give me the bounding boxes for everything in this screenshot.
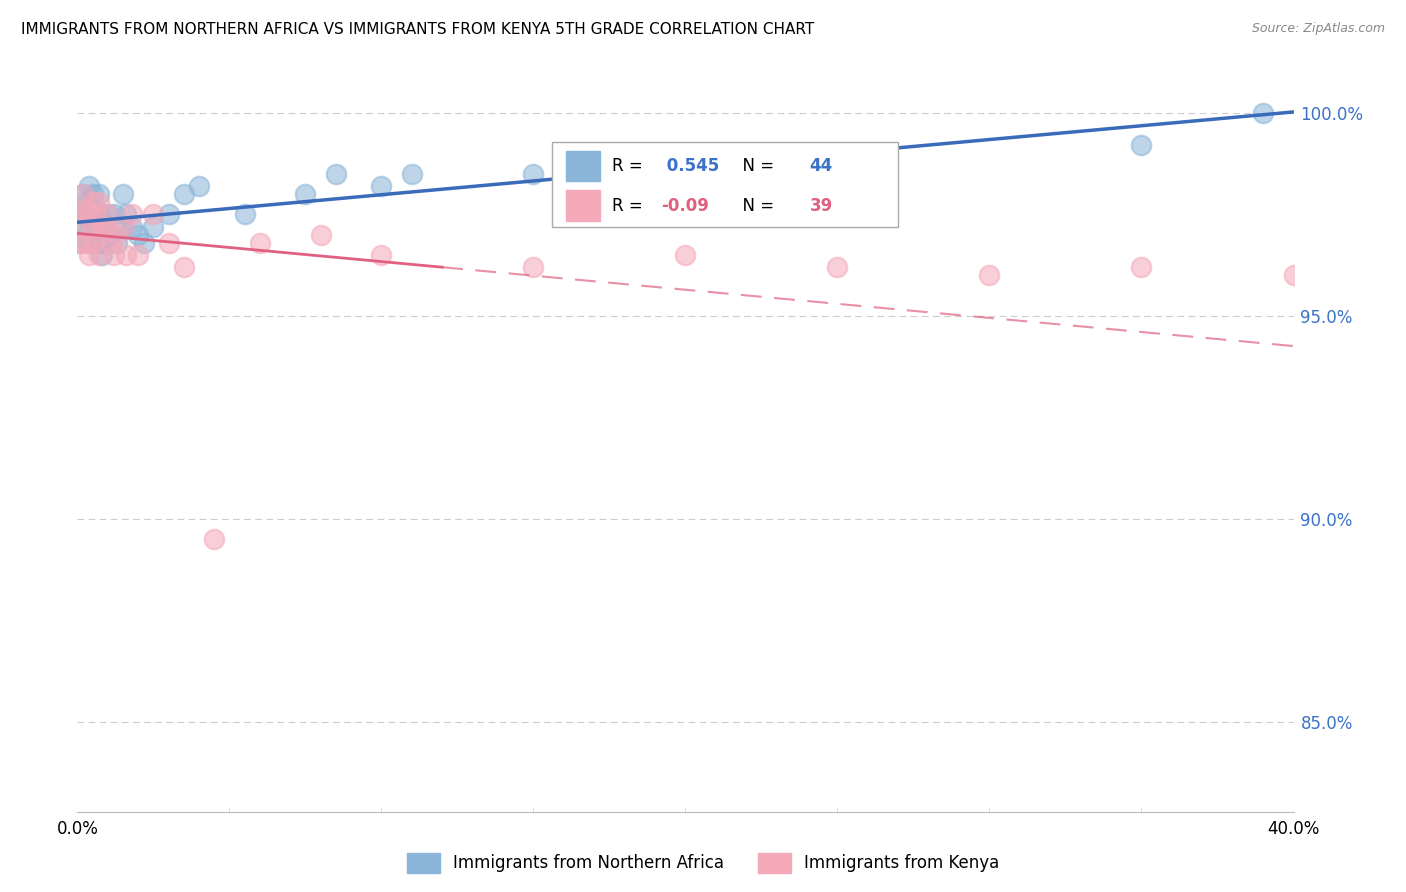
Point [979, 268, 1001, 283]
Point [90, 235, 112, 250]
Point [100, 235, 122, 250]
Point [1282, 268, 1305, 283]
Point [100, 227, 122, 242]
Point [522, 167, 544, 181]
Point [72, 187, 94, 202]
Point [827, 260, 849, 275]
Point [111, 219, 134, 234]
Point [79, 235, 101, 250]
Text: IMMIGRANTS FROM NORTHERN AFRICA VS IMMIGRANTS FROM KENYA 5TH GRADE CORRELATION C: IMMIGRANTS FROM NORTHERN AFRICA VS IMMIG… [21, 22, 814, 37]
FancyBboxPatch shape [567, 190, 600, 221]
Point [1251, 105, 1274, 120]
Point [105, 235, 128, 250]
Point [173, 187, 195, 202]
Point [370, 248, 392, 262]
Text: 0.545: 0.545 [661, 157, 720, 175]
Point [82, 187, 104, 202]
Text: 39: 39 [810, 196, 832, 215]
Point [75, 195, 97, 210]
Point [87, 187, 110, 202]
Point [82, 235, 104, 250]
Point [103, 207, 125, 221]
Point [79, 203, 101, 218]
Point [72, 187, 94, 202]
Point [233, 207, 256, 221]
Point [115, 207, 138, 221]
Text: N =: N = [731, 157, 779, 175]
Point [370, 178, 392, 193]
Point [675, 248, 697, 262]
Point [75, 211, 97, 226]
Text: N =: N = [731, 196, 779, 215]
Point [1130, 138, 1153, 153]
Point [309, 227, 332, 242]
Point [121, 207, 143, 221]
Point [115, 248, 138, 262]
Point [90, 219, 112, 234]
Point [72, 207, 94, 221]
Point [1130, 260, 1153, 275]
Text: Source: ZipAtlas.com: Source: ZipAtlas.com [1251, 22, 1385, 36]
Point [69, 235, 91, 250]
Point [325, 167, 347, 181]
Point [90, 248, 112, 262]
FancyBboxPatch shape [567, 151, 600, 181]
Point [127, 248, 149, 262]
Point [75, 235, 97, 250]
Point [111, 219, 134, 234]
Point [75, 227, 97, 242]
Point [69, 235, 91, 250]
Point [84, 203, 107, 218]
Point [173, 260, 195, 275]
Point [84, 219, 107, 234]
Text: R =: R = [613, 157, 648, 175]
Point [75, 203, 97, 218]
Point [82, 235, 104, 250]
Point [82, 195, 104, 210]
Point [93, 219, 115, 234]
Point [69, 207, 91, 221]
Point [1405, 512, 1406, 526]
Point [111, 187, 134, 202]
Point [93, 219, 115, 234]
Point [79, 178, 101, 193]
Point [202, 533, 225, 547]
Point [142, 207, 165, 221]
Point [97, 227, 120, 242]
Point [69, 219, 91, 234]
Point [401, 167, 423, 181]
Point [134, 235, 156, 250]
Point [121, 219, 143, 234]
Point [249, 235, 271, 250]
Point [82, 207, 104, 221]
Point [84, 207, 107, 221]
Point [157, 235, 180, 250]
Text: -0.09: -0.09 [661, 196, 709, 215]
Point [87, 235, 110, 250]
Point [87, 207, 110, 221]
Point [97, 207, 120, 221]
Point [294, 187, 316, 202]
Point [142, 219, 165, 234]
Point [79, 207, 101, 221]
Point [82, 219, 104, 234]
Point [97, 207, 120, 221]
Point [522, 260, 544, 275]
Point [87, 248, 110, 262]
Text: 44: 44 [810, 157, 832, 175]
Point [188, 178, 211, 193]
Point [157, 207, 180, 221]
Point [79, 248, 101, 262]
Legend: Immigrants from Northern Africa, Immigrants from Kenya: Immigrants from Northern Africa, Immigra… [399, 847, 1007, 880]
Point [87, 195, 110, 210]
Point [105, 227, 128, 242]
Point [72, 219, 94, 234]
FancyBboxPatch shape [551, 143, 898, 227]
Point [127, 227, 149, 242]
Point [103, 248, 125, 262]
Text: R =: R = [613, 196, 648, 215]
Point [90, 227, 112, 242]
